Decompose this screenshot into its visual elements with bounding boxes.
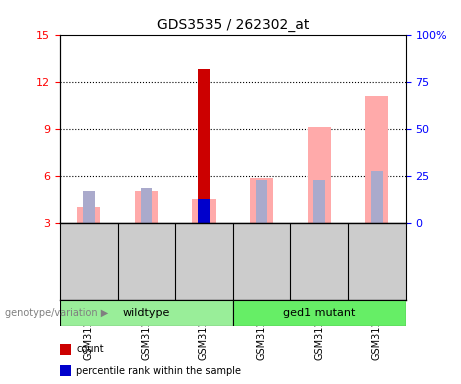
Bar xyxy=(250,178,273,223)
Bar xyxy=(198,69,210,223)
Text: genotype/variation ▶: genotype/variation ▶ xyxy=(5,308,108,318)
Bar xyxy=(313,180,325,223)
Bar xyxy=(83,191,95,223)
FancyBboxPatch shape xyxy=(60,300,233,326)
Bar xyxy=(365,96,388,223)
Bar xyxy=(193,199,216,223)
Bar xyxy=(77,207,100,223)
Title: GDS3535 / 262302_at: GDS3535 / 262302_at xyxy=(157,18,309,32)
Bar xyxy=(141,188,152,223)
Text: count: count xyxy=(76,344,104,354)
Bar xyxy=(371,171,383,223)
Text: wildtype: wildtype xyxy=(123,308,170,318)
Bar xyxy=(198,199,210,223)
Bar xyxy=(256,180,267,223)
Bar xyxy=(135,191,158,223)
Text: ged1 mutant: ged1 mutant xyxy=(283,308,355,318)
Bar xyxy=(308,127,331,223)
FancyBboxPatch shape xyxy=(233,300,406,326)
Text: percentile rank within the sample: percentile rank within the sample xyxy=(76,366,241,376)
